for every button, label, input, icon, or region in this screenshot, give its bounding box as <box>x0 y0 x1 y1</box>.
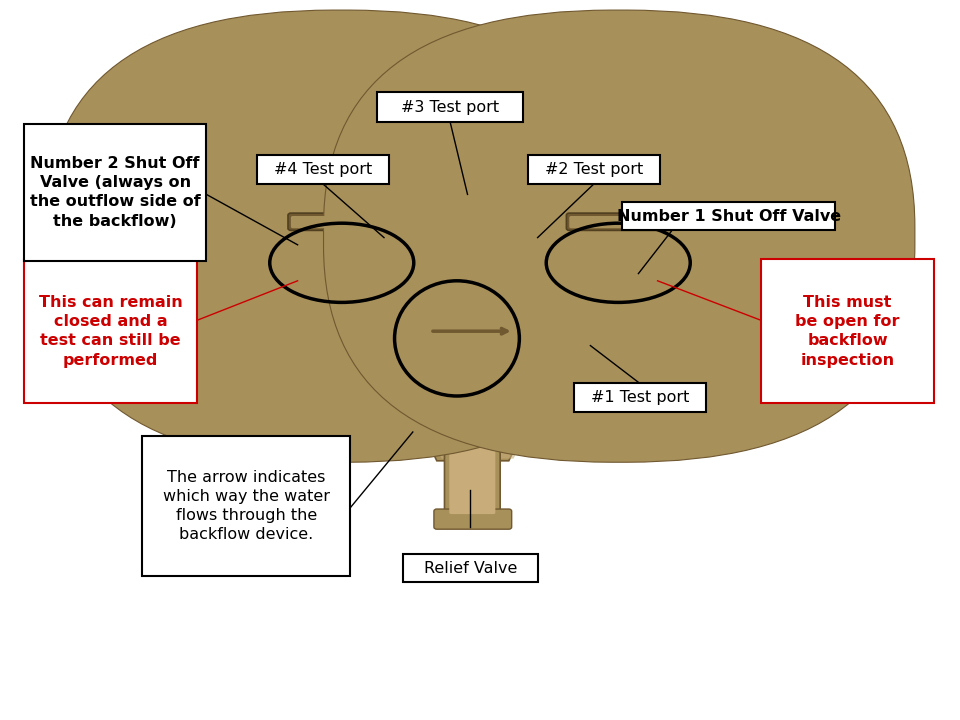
FancyBboxPatch shape <box>485 182 514 214</box>
Ellipse shape <box>374 328 566 400</box>
Polygon shape <box>413 367 533 461</box>
FancyBboxPatch shape <box>204 217 392 294</box>
FancyBboxPatch shape <box>189 279 218 286</box>
Ellipse shape <box>590 234 648 277</box>
Ellipse shape <box>386 198 555 414</box>
Ellipse shape <box>418 289 523 369</box>
FancyBboxPatch shape <box>288 213 395 230</box>
Polygon shape <box>418 365 538 459</box>
FancyBboxPatch shape <box>743 269 772 276</box>
Text: This must
be open for
backflow
inspection: This must be open for backflow inspectio… <box>796 295 900 367</box>
Text: #4 Test port: #4 Test port <box>274 162 372 176</box>
Ellipse shape <box>394 181 413 189</box>
Ellipse shape <box>408 284 533 378</box>
FancyBboxPatch shape <box>449 448 495 514</box>
Ellipse shape <box>312 234 370 277</box>
Ellipse shape <box>431 302 493 348</box>
Ellipse shape <box>418 245 504 331</box>
FancyBboxPatch shape <box>189 241 218 248</box>
FancyBboxPatch shape <box>24 259 197 403</box>
Text: Number 1 Shut Off Valve: Number 1 Shut Off Valve <box>616 209 841 223</box>
Text: The arrow indicates
which way the water
flows through the
backflow device.: The arrow indicates which way the water … <box>163 469 329 542</box>
FancyBboxPatch shape <box>185 222 218 289</box>
Text: #2 Test port: #2 Test port <box>544 162 643 176</box>
FancyBboxPatch shape <box>324 10 915 462</box>
Ellipse shape <box>491 198 508 208</box>
FancyBboxPatch shape <box>743 241 772 248</box>
Ellipse shape <box>527 202 544 212</box>
FancyBboxPatch shape <box>761 259 934 403</box>
Ellipse shape <box>395 202 412 212</box>
FancyBboxPatch shape <box>528 155 660 184</box>
Ellipse shape <box>600 243 715 268</box>
Ellipse shape <box>431 198 448 208</box>
FancyBboxPatch shape <box>142 436 350 576</box>
Text: #1 Test port: #1 Test port <box>590 390 689 405</box>
Ellipse shape <box>603 240 626 258</box>
FancyBboxPatch shape <box>45 10 636 462</box>
Text: Relief Valve: Relief Valve <box>423 561 517 575</box>
Ellipse shape <box>403 176 538 284</box>
Ellipse shape <box>430 177 449 186</box>
FancyBboxPatch shape <box>566 213 673 230</box>
FancyBboxPatch shape <box>574 383 706 412</box>
FancyBboxPatch shape <box>189 260 218 267</box>
FancyBboxPatch shape <box>444 444 500 517</box>
FancyBboxPatch shape <box>583 297 617 337</box>
FancyBboxPatch shape <box>434 509 512 529</box>
FancyBboxPatch shape <box>389 186 418 217</box>
FancyBboxPatch shape <box>291 216 391 228</box>
FancyBboxPatch shape <box>403 554 538 582</box>
FancyBboxPatch shape <box>569 216 669 228</box>
Ellipse shape <box>490 177 509 186</box>
FancyBboxPatch shape <box>568 217 761 294</box>
Ellipse shape <box>324 240 348 258</box>
FancyBboxPatch shape <box>743 260 772 267</box>
FancyBboxPatch shape <box>189 251 218 258</box>
Ellipse shape <box>596 236 642 271</box>
Ellipse shape <box>240 243 355 268</box>
FancyBboxPatch shape <box>743 232 772 239</box>
FancyBboxPatch shape <box>208 227 386 286</box>
Text: This can remain
closed and a
test can still be
performed: This can remain closed and a test can st… <box>38 295 182 367</box>
FancyBboxPatch shape <box>521 186 550 217</box>
Ellipse shape <box>526 181 545 189</box>
FancyBboxPatch shape <box>377 92 523 122</box>
Ellipse shape <box>413 184 528 270</box>
FancyBboxPatch shape <box>257 155 389 184</box>
Ellipse shape <box>396 202 544 389</box>
Text: Number 2 Shut Off
Valve (always on
the outflow side of
the backflow): Number 2 Shut Off Valve (always on the o… <box>30 156 201 228</box>
FancyBboxPatch shape <box>573 227 756 286</box>
FancyBboxPatch shape <box>24 124 206 261</box>
FancyBboxPatch shape <box>425 182 454 214</box>
Ellipse shape <box>318 236 364 271</box>
FancyBboxPatch shape <box>622 202 835 230</box>
Ellipse shape <box>590 323 610 333</box>
FancyBboxPatch shape <box>743 279 772 286</box>
FancyBboxPatch shape <box>743 251 772 258</box>
FancyBboxPatch shape <box>189 232 218 239</box>
Text: #3 Test port: #3 Test port <box>401 100 499 114</box>
FancyBboxPatch shape <box>189 269 218 276</box>
FancyBboxPatch shape <box>742 222 775 289</box>
